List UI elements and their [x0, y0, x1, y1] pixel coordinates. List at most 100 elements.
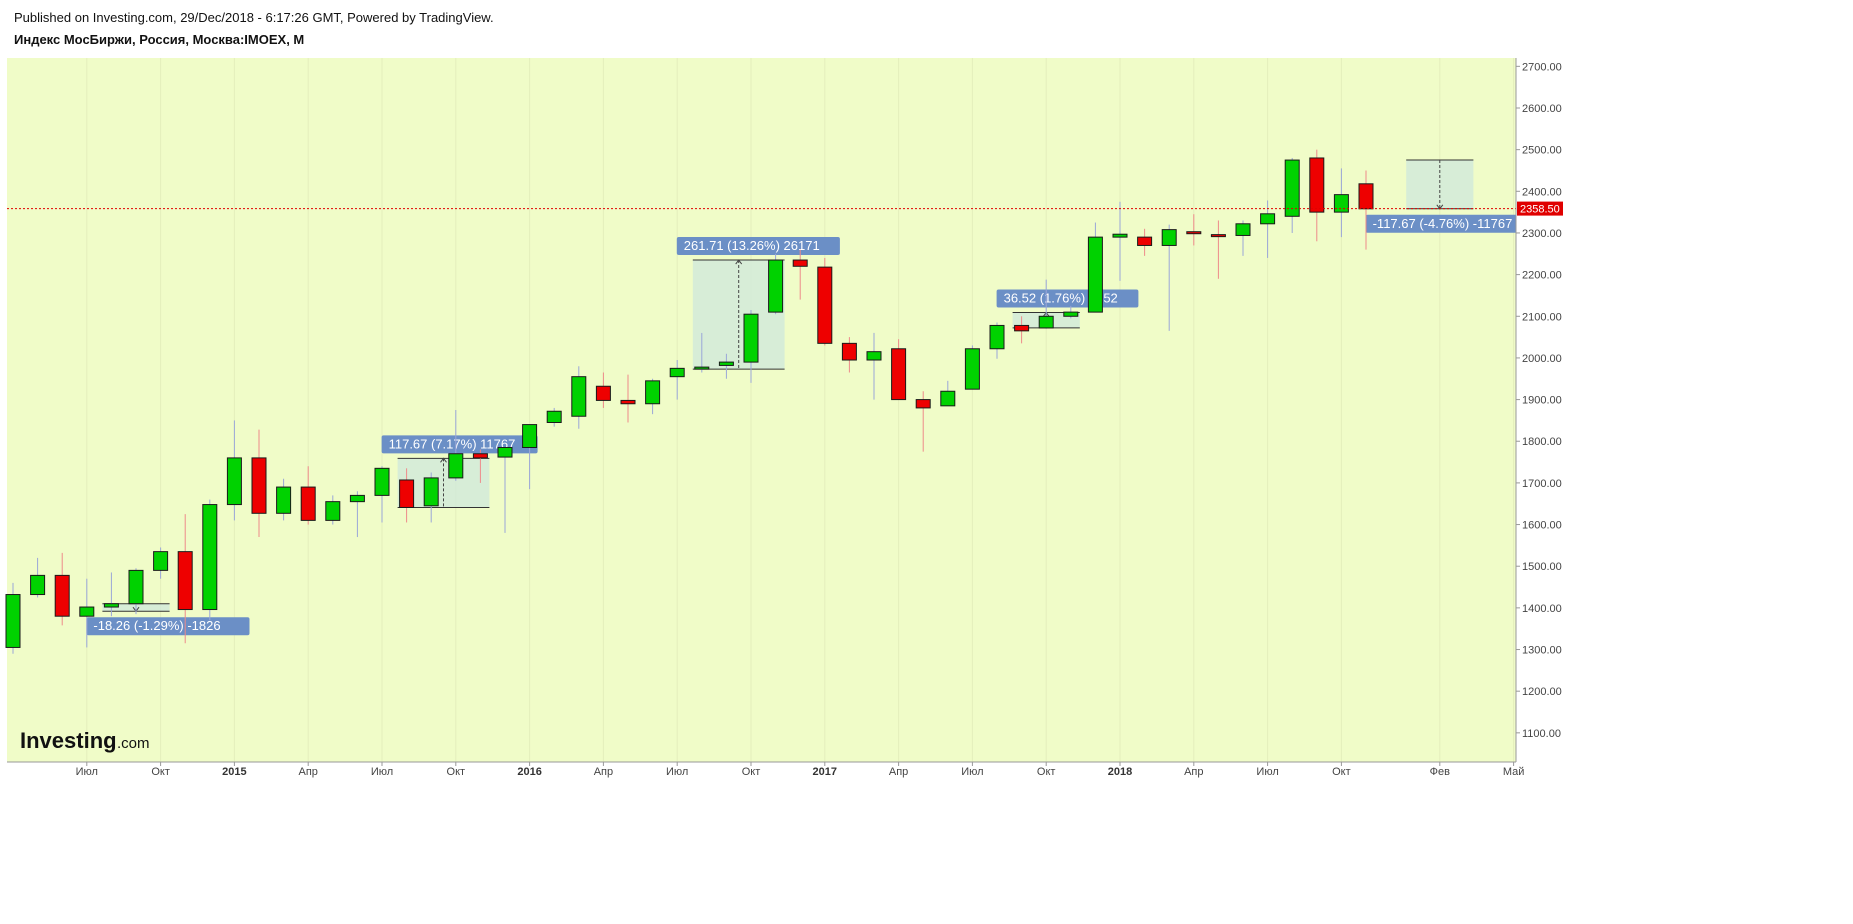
- candle: [349, 491, 365, 538]
- candle: [1284, 157, 1300, 233]
- price-tick-label: 1300.00: [1522, 645, 1562, 657]
- candle-body: [1309, 157, 1325, 213]
- price-tick-label: 1700.00: [1522, 478, 1562, 490]
- candle-body: [694, 366, 710, 370]
- candle: [1014, 316, 1030, 344]
- time-tick-label: 2018: [1108, 766, 1132, 778]
- candle: [226, 420, 242, 521]
- candle-body: [226, 457, 242, 506]
- candle: [571, 366, 587, 429]
- candle: [128, 568, 144, 615]
- candle: [153, 547, 169, 579]
- candle: [79, 578, 95, 648]
- candle: [546, 407, 562, 427]
- candle: [841, 337, 857, 373]
- candle-body: [1235, 223, 1251, 236]
- candle: [1186, 214, 1202, 246]
- candle-body: [743, 313, 759, 363]
- time-axis-bg: [0, 762, 1853, 924]
- candle-body: [349, 494, 365, 503]
- time-tick-label: Апр: [1184, 766, 1203, 778]
- price-tick-label: 1500.00: [1522, 561, 1562, 573]
- candle-body: [423, 477, 439, 507]
- candle: [891, 339, 907, 401]
- candle-body: [5, 594, 21, 648]
- candle: [866, 332, 882, 400]
- time-tick-label: Фев: [1430, 766, 1450, 778]
- published-info: Published on Investing.com, 29/Dec/2018 …: [14, 10, 494, 25]
- candle-body: [177, 551, 193, 611]
- price-tick-label: 1800.00: [1522, 436, 1562, 448]
- candles-layer: [5, 149, 1374, 654]
- candle: [718, 353, 734, 379]
- candle: [177, 514, 193, 644]
- candle: [423, 472, 439, 523]
- price-tick-label: 1600.00: [1522, 520, 1562, 532]
- candle: [103, 572, 119, 617]
- candle: [915, 391, 931, 452]
- candle: [1235, 220, 1251, 256]
- candle: [1161, 224, 1177, 331]
- candle: [448, 410, 464, 481]
- candle-body: [1063, 311, 1079, 317]
- candle: [694, 332, 710, 373]
- price-tick-label: 1400.00: [1522, 603, 1562, 615]
- candle: [472, 449, 488, 483]
- plot-area[interactable]: [7, 58, 1516, 762]
- time-tick-label: Окт: [1332, 766, 1351, 778]
- candle: [1333, 168, 1349, 238]
- time-tick-label: Июл: [371, 766, 393, 778]
- candlestick-chart[interactable]: -18.26 (-1.29%) -1826 117.67 (7.17%) 1176…: [0, 58, 1853, 924]
- candle: [1358, 170, 1374, 250]
- candle-body: [1186, 231, 1202, 235]
- price-axis[interactable]: 1100.00 1200.00 1300.00 1400.00 1500.00 1600.…: [1515, 58, 1853, 762]
- time-tick-label: 2017: [813, 766, 837, 778]
- candle: [5, 582, 21, 654]
- price-tick-label: 2300.00: [1522, 228, 1562, 240]
- candle: [940, 380, 956, 407]
- time-tick-label: 2015: [222, 766, 246, 778]
- time-tick-label: Окт: [1037, 766, 1056, 778]
- time-tick-label: Апр: [889, 766, 908, 778]
- time-tick-label: Май: [1503, 766, 1525, 778]
- last-price-label: 2358.50: [1520, 204, 1560, 216]
- candle: [399, 468, 415, 523]
- candle-body: [817, 266, 833, 344]
- candle-body: [1333, 194, 1349, 213]
- candle-body: [30, 574, 46, 596]
- candle: [1087, 222, 1103, 313]
- candle-body: [374, 467, 390, 496]
- measure-arrowhead: [440, 457, 447, 463]
- last-price-tag: [1517, 201, 1563, 216]
- time-tick-label: Апр: [298, 766, 317, 778]
- candle: [54, 552, 70, 626]
- candle-body: [964, 348, 980, 390]
- time-tick-label: Апр: [594, 766, 613, 778]
- candle-body: [1284, 159, 1300, 217]
- measure-label-box: [676, 237, 840, 256]
- measure-label: 261.71 (13.26%) 26171: [684, 238, 820, 253]
- time-axis[interactable]: Июл Окт 2015 Апр Июл Окт 2016 Апр Июл Окт 2017 Апр И…: [0, 761, 1853, 924]
- candle-body: [595, 385, 611, 401]
- time-tick-label: Июл: [76, 766, 98, 778]
- candle-body: [645, 380, 661, 405]
- candle: [1137, 228, 1153, 256]
- candle: [645, 378, 661, 415]
- candle: [964, 345, 980, 390]
- candle: [669, 360, 685, 400]
- candle: [792, 249, 808, 300]
- measure-label-box: [86, 617, 250, 636]
- candle: [202, 499, 218, 621]
- candle-body: [792, 259, 808, 267]
- time-tick-label: Июл: [1256, 766, 1278, 778]
- price-tick-label: 1900.00: [1522, 395, 1562, 407]
- candle: [1210, 220, 1226, 279]
- candle-body: [891, 348, 907, 401]
- candle-body: [202, 504, 218, 611]
- candle-body: [128, 569, 144, 605]
- candle: [374, 466, 390, 523]
- candle: [276, 478, 292, 521]
- candle-body: [940, 390, 956, 407]
- candle-body: [153, 551, 169, 571]
- candle-body: [1161, 229, 1177, 246]
